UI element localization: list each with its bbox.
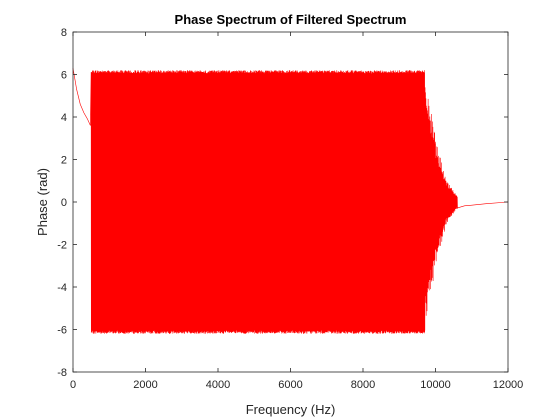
x-tick-label: 2000	[133, 379, 157, 391]
y-tick-label: 2	[61, 155, 67, 167]
x-axis: 0 2000 4000 6000 8000 10000 12000	[70, 32, 523, 391]
y-axis: -8 -6 -4 -2 0 2 4 6 8	[57, 27, 508, 379]
x-tick-label: 4000	[206, 379, 230, 391]
y-tick-label: -6	[57, 325, 67, 337]
x-tick-label: 8000	[351, 379, 375, 391]
y-tick-label: -4	[57, 282, 67, 294]
x-tick-label: 6000	[278, 379, 302, 391]
y-tick-label: 0	[61, 197, 67, 209]
y-tick-label: -8	[57, 367, 67, 379]
y-tick-label: 4	[61, 112, 67, 124]
x-tick-label: 12000	[493, 379, 524, 391]
y-tick-label: -2	[57, 240, 67, 252]
x-axis-label: Frequency (Hz)	[246, 402, 336, 417]
phase-series-line	[72, 68, 509, 334]
y-axis-label: Phase (rad)	[35, 168, 50, 236]
series-layer	[72, 68, 509, 334]
y-tick-label: 6	[61, 70, 67, 82]
x-tick-label: 10000	[420, 379, 451, 391]
chart-title: Phase Spectrum of Filtered Spectrum	[175, 12, 407, 27]
y-tick-label: 8	[61, 27, 67, 39]
x-tick-label: 0	[70, 379, 76, 391]
